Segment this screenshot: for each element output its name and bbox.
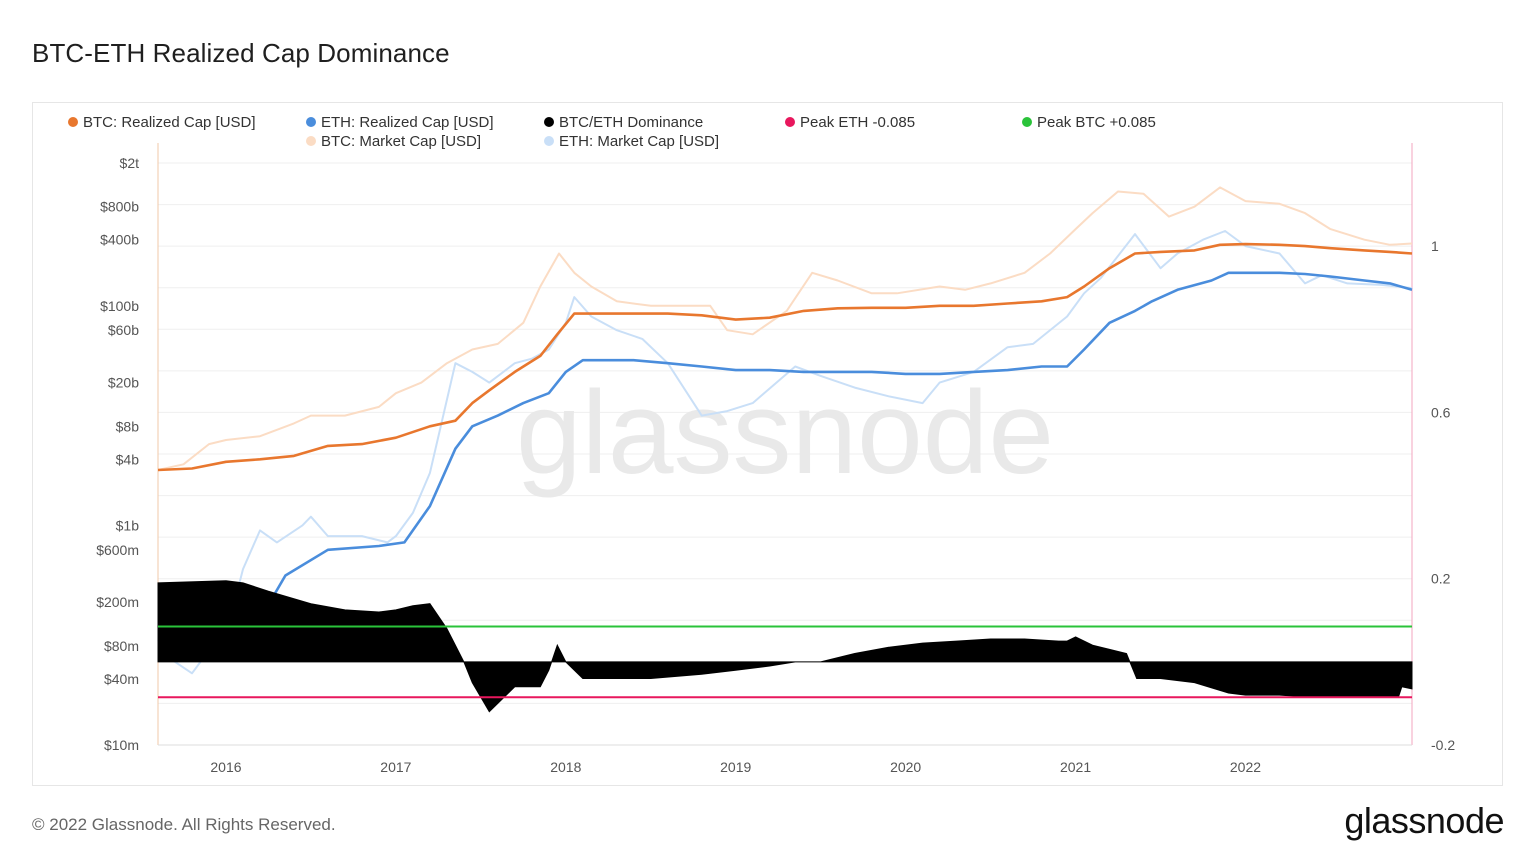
x-tick-label: 2019	[720, 759, 751, 775]
legend-marker	[785, 117, 795, 127]
legend-label: ETH: Realized Cap [USD]	[321, 114, 494, 131]
legend-marker	[1022, 117, 1032, 127]
y-left-tick-label: $400b	[100, 232, 139, 248]
copyright-footer: © 2022 Glassnode. All Rights Reserved.	[32, 815, 336, 834]
y-left-tick-label: $1b	[116, 517, 140, 533]
x-tick-label: 2016	[210, 759, 241, 775]
y-left-tick-label: $100b	[100, 298, 139, 314]
x-tick-label: 2018	[550, 759, 581, 775]
legend-label: BTC: Market Cap [USD]	[321, 133, 481, 150]
legend-marker	[544, 136, 554, 146]
y-right-tick-label: 0.6	[1431, 404, 1451, 420]
y-left-tick-label: $8b	[116, 418, 140, 434]
legend-marker	[306, 136, 316, 146]
legend-label: Peak ETH -0.085	[800, 114, 915, 131]
y-right-tick-label: 0.2	[1431, 571, 1451, 587]
y-left-tick-label: $4b	[116, 451, 140, 467]
x-tick-label: 2022	[1230, 759, 1261, 775]
chart-card: glassnode $2t $800b $400b $100b $60b $20b $8b $4…	[32, 102, 1503, 786]
x-tick-label: 2020	[890, 759, 921, 775]
legend-label: BTC: Realized Cap [USD]	[83, 114, 256, 131]
y-left-tick-label: $80m	[104, 638, 139, 654]
glassnode-logo[interactable]: glassnode	[1344, 800, 1504, 841]
y-left-tick-label: $200m	[96, 594, 139, 610]
chart-svg: glassnode $2t $800b $400b $100b $60b $20b $8b $4…	[68, 114, 1455, 775]
y-left-tick-label: $20b	[108, 375, 139, 391]
y-left-tick-label: $600m	[96, 542, 139, 558]
y-left-tick-label: $10m	[104, 737, 139, 753]
legend-label: ETH: Market Cap [USD]	[559, 133, 719, 150]
legend-marker	[544, 117, 554, 127]
legend-marker	[306, 117, 316, 127]
watermark-text: glassnode	[516, 367, 1054, 499]
series-btc-eth-dominance	[157, 580, 1413, 713]
legend-label: Peak BTC +0.085	[1037, 114, 1156, 131]
series-btc-market-cap-usd	[157, 186, 1413, 471]
y-left-tick-label: $60b	[108, 322, 139, 338]
x-tick-label: 2017	[380, 759, 411, 775]
chart-title: BTC-ETH Realized Cap Dominance	[32, 38, 450, 68]
x-tick-label: 2021	[1060, 759, 1091, 775]
legend-label: BTC/ETH Dominance	[559, 114, 703, 131]
y-left-tick-label: $40m	[104, 671, 139, 687]
y-left-tick-label: $2t	[120, 155, 140, 171]
legend-marker	[68, 117, 78, 127]
series-btc-realized-cap-usd	[157, 242, 1413, 472]
y-right-tick-label: -0.2	[1431, 737, 1455, 753]
y-right-tick-label: 1	[1431, 238, 1439, 254]
y-left-tick-label: $800b	[100, 199, 139, 215]
series-eth-realized-cap-usd	[242, 271, 1413, 637]
